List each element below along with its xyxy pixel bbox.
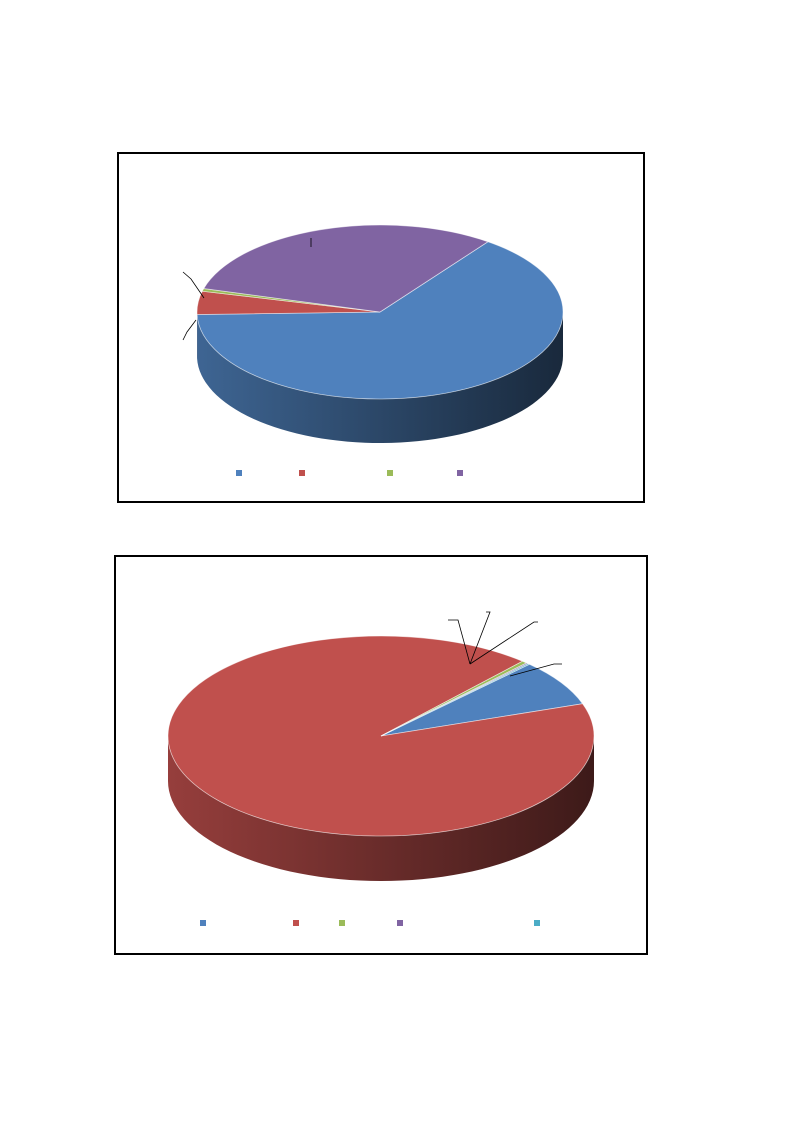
pie-1-leader-line-1 (182, 271, 205, 299)
legend-swatch-3 (397, 920, 403, 926)
pie-2-leader-line-2 (469, 621, 538, 665)
pie-1-side-0 (197, 312, 564, 444)
pie-chart-1 (117, 152, 645, 503)
pie-chart-1-plot (182, 224, 564, 444)
pie-1-slice-0 (196, 241, 564, 400)
pie-chart-2-plot (167, 611, 595, 881)
legend-swatch-0 (236, 470, 242, 476)
legend-swatch-2 (387, 470, 393, 476)
pie-2-leader-line-0 (448, 619, 471, 665)
legend-swatch-1 (293, 920, 299, 926)
pie-2-leader-line-3 (509, 663, 562, 677)
pie-chart-2 (114, 555, 648, 955)
legend-swatch-3 (457, 470, 463, 476)
pie-1-slice-3 (203, 224, 489, 313)
legend-swatch-0 (200, 920, 206, 926)
pie-2-leader-line-1 (469, 611, 491, 665)
pie-2-slice-0 (380, 663, 584, 737)
legend-swatch-4 (534, 920, 540, 926)
pie-2-slice-4 (380, 663, 531, 737)
pie-1-leader-line-2 (182, 319, 197, 341)
pie-chart-1-legend (119, 470, 643, 480)
pie-2-side-1 (168, 736, 594, 881)
pie-chart-2-legend (116, 920, 646, 930)
legend-swatch-2 (339, 920, 345, 926)
legend-swatch-1 (299, 470, 305, 476)
